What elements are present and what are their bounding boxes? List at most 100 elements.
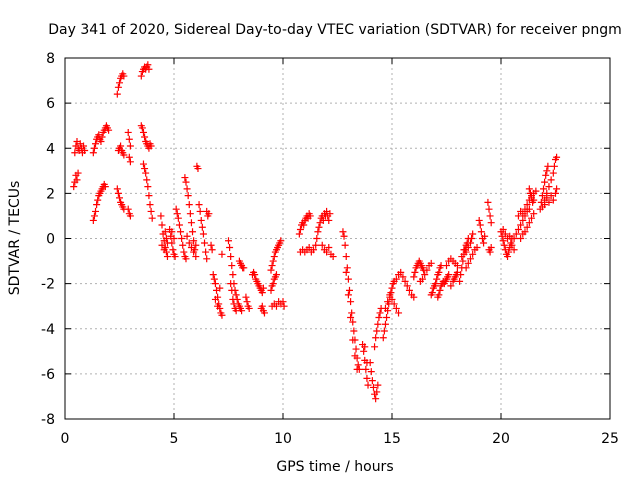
- data-point: [506, 232, 514, 240]
- data-point: [349, 336, 357, 344]
- data-point: [160, 246, 168, 254]
- data-point: [475, 216, 483, 224]
- data-point: [138, 124, 146, 132]
- data-point: [530, 210, 538, 218]
- data-point: [90, 212, 98, 220]
- data-point: [462, 248, 470, 256]
- data-point: [525, 219, 533, 227]
- data-point: [504, 253, 512, 261]
- data-point: [528, 214, 536, 222]
- data-point: [364, 381, 372, 389]
- data-point: [183, 185, 191, 193]
- data-point: [487, 219, 495, 227]
- data-point: [232, 291, 240, 299]
- data-point: [323, 248, 331, 256]
- y-tick-label: -4: [41, 322, 55, 338]
- data-point: [229, 295, 237, 303]
- y-tick-label: 8: [46, 51, 55, 67]
- data-point: [388, 284, 396, 292]
- data-point: [419, 275, 427, 283]
- data-point: [381, 304, 389, 312]
- data-point: [371, 343, 379, 351]
- data-point: [532, 187, 540, 195]
- data-point: [517, 221, 525, 229]
- data-point: [142, 169, 150, 177]
- data-point: [190, 248, 198, 256]
- data-point: [341, 241, 349, 249]
- data-point: [484, 198, 492, 206]
- data-point: [171, 253, 179, 261]
- x-tick-label: 15: [383, 431, 401, 447]
- data-point: [258, 302, 266, 310]
- data-point: [195, 201, 203, 209]
- data-point: [306, 212, 314, 220]
- data-point: [381, 320, 389, 328]
- data-point: [258, 289, 266, 297]
- data-point: [453, 262, 461, 270]
- data-point: [245, 304, 253, 312]
- data-point: [374, 381, 382, 389]
- data-point: [260, 309, 268, 317]
- data-point: [124, 128, 132, 136]
- data-point: [267, 286, 275, 294]
- data-point: [325, 244, 333, 252]
- data-point: [169, 246, 177, 254]
- data-point: [342, 268, 350, 276]
- data-point: [397, 268, 405, 276]
- data-point: [466, 239, 474, 247]
- data-point: [174, 214, 182, 222]
- data-point: [530, 196, 538, 204]
- data-point: [486, 212, 494, 220]
- data-point: [207, 241, 215, 249]
- data-point: [92, 207, 100, 215]
- data-point: [435, 291, 443, 299]
- y-tick-label: -2: [41, 277, 55, 293]
- data-point: [373, 388, 381, 396]
- data-point: [89, 216, 97, 224]
- data-point: [210, 275, 218, 283]
- data-point: [457, 271, 465, 279]
- data-point: [181, 174, 189, 182]
- data-point: [549, 169, 557, 177]
- data-point: [499, 237, 507, 245]
- data-point: [94, 196, 102, 204]
- x-axis-label: GPS time / hours: [276, 459, 393, 475]
- data-point: [199, 230, 207, 238]
- data-point: [185, 201, 193, 209]
- data-point: [310, 246, 318, 254]
- data-point: [345, 286, 353, 294]
- data-point: [197, 216, 205, 224]
- data-point: [499, 225, 507, 233]
- data-point: [300, 221, 308, 229]
- data-point: [368, 377, 376, 385]
- data-point: [519, 210, 527, 218]
- data-point: [383, 313, 391, 321]
- data-point: [144, 183, 152, 191]
- data-point: [428, 289, 436, 297]
- data-point: [510, 235, 518, 242]
- data-point: [180, 248, 188, 256]
- data-point: [172, 205, 180, 213]
- data-point: [369, 383, 377, 391]
- data-point: [97, 137, 105, 145]
- data-point: [543, 194, 551, 202]
- data-point: [549, 196, 557, 204]
- data-point: [427, 259, 435, 267]
- data-point: [486, 248, 494, 256]
- data-point: [93, 201, 101, 209]
- data-point: [340, 232, 348, 240]
- data-points: [70, 61, 561, 403]
- data-point: [182, 178, 190, 186]
- data-point: [126, 212, 134, 220]
- data-point: [80, 142, 88, 150]
- data-point: [521, 228, 529, 236]
- x-tick-label: 0: [61, 431, 70, 447]
- data-point: [214, 302, 222, 310]
- y-tick-label: 2: [46, 186, 55, 202]
- data-point: [201, 239, 209, 247]
- data-point: [462, 264, 470, 272]
- data-point: [505, 248, 513, 256]
- data-point: [436, 286, 444, 294]
- data-point: [113, 185, 121, 193]
- data-point: [349, 318, 357, 326]
